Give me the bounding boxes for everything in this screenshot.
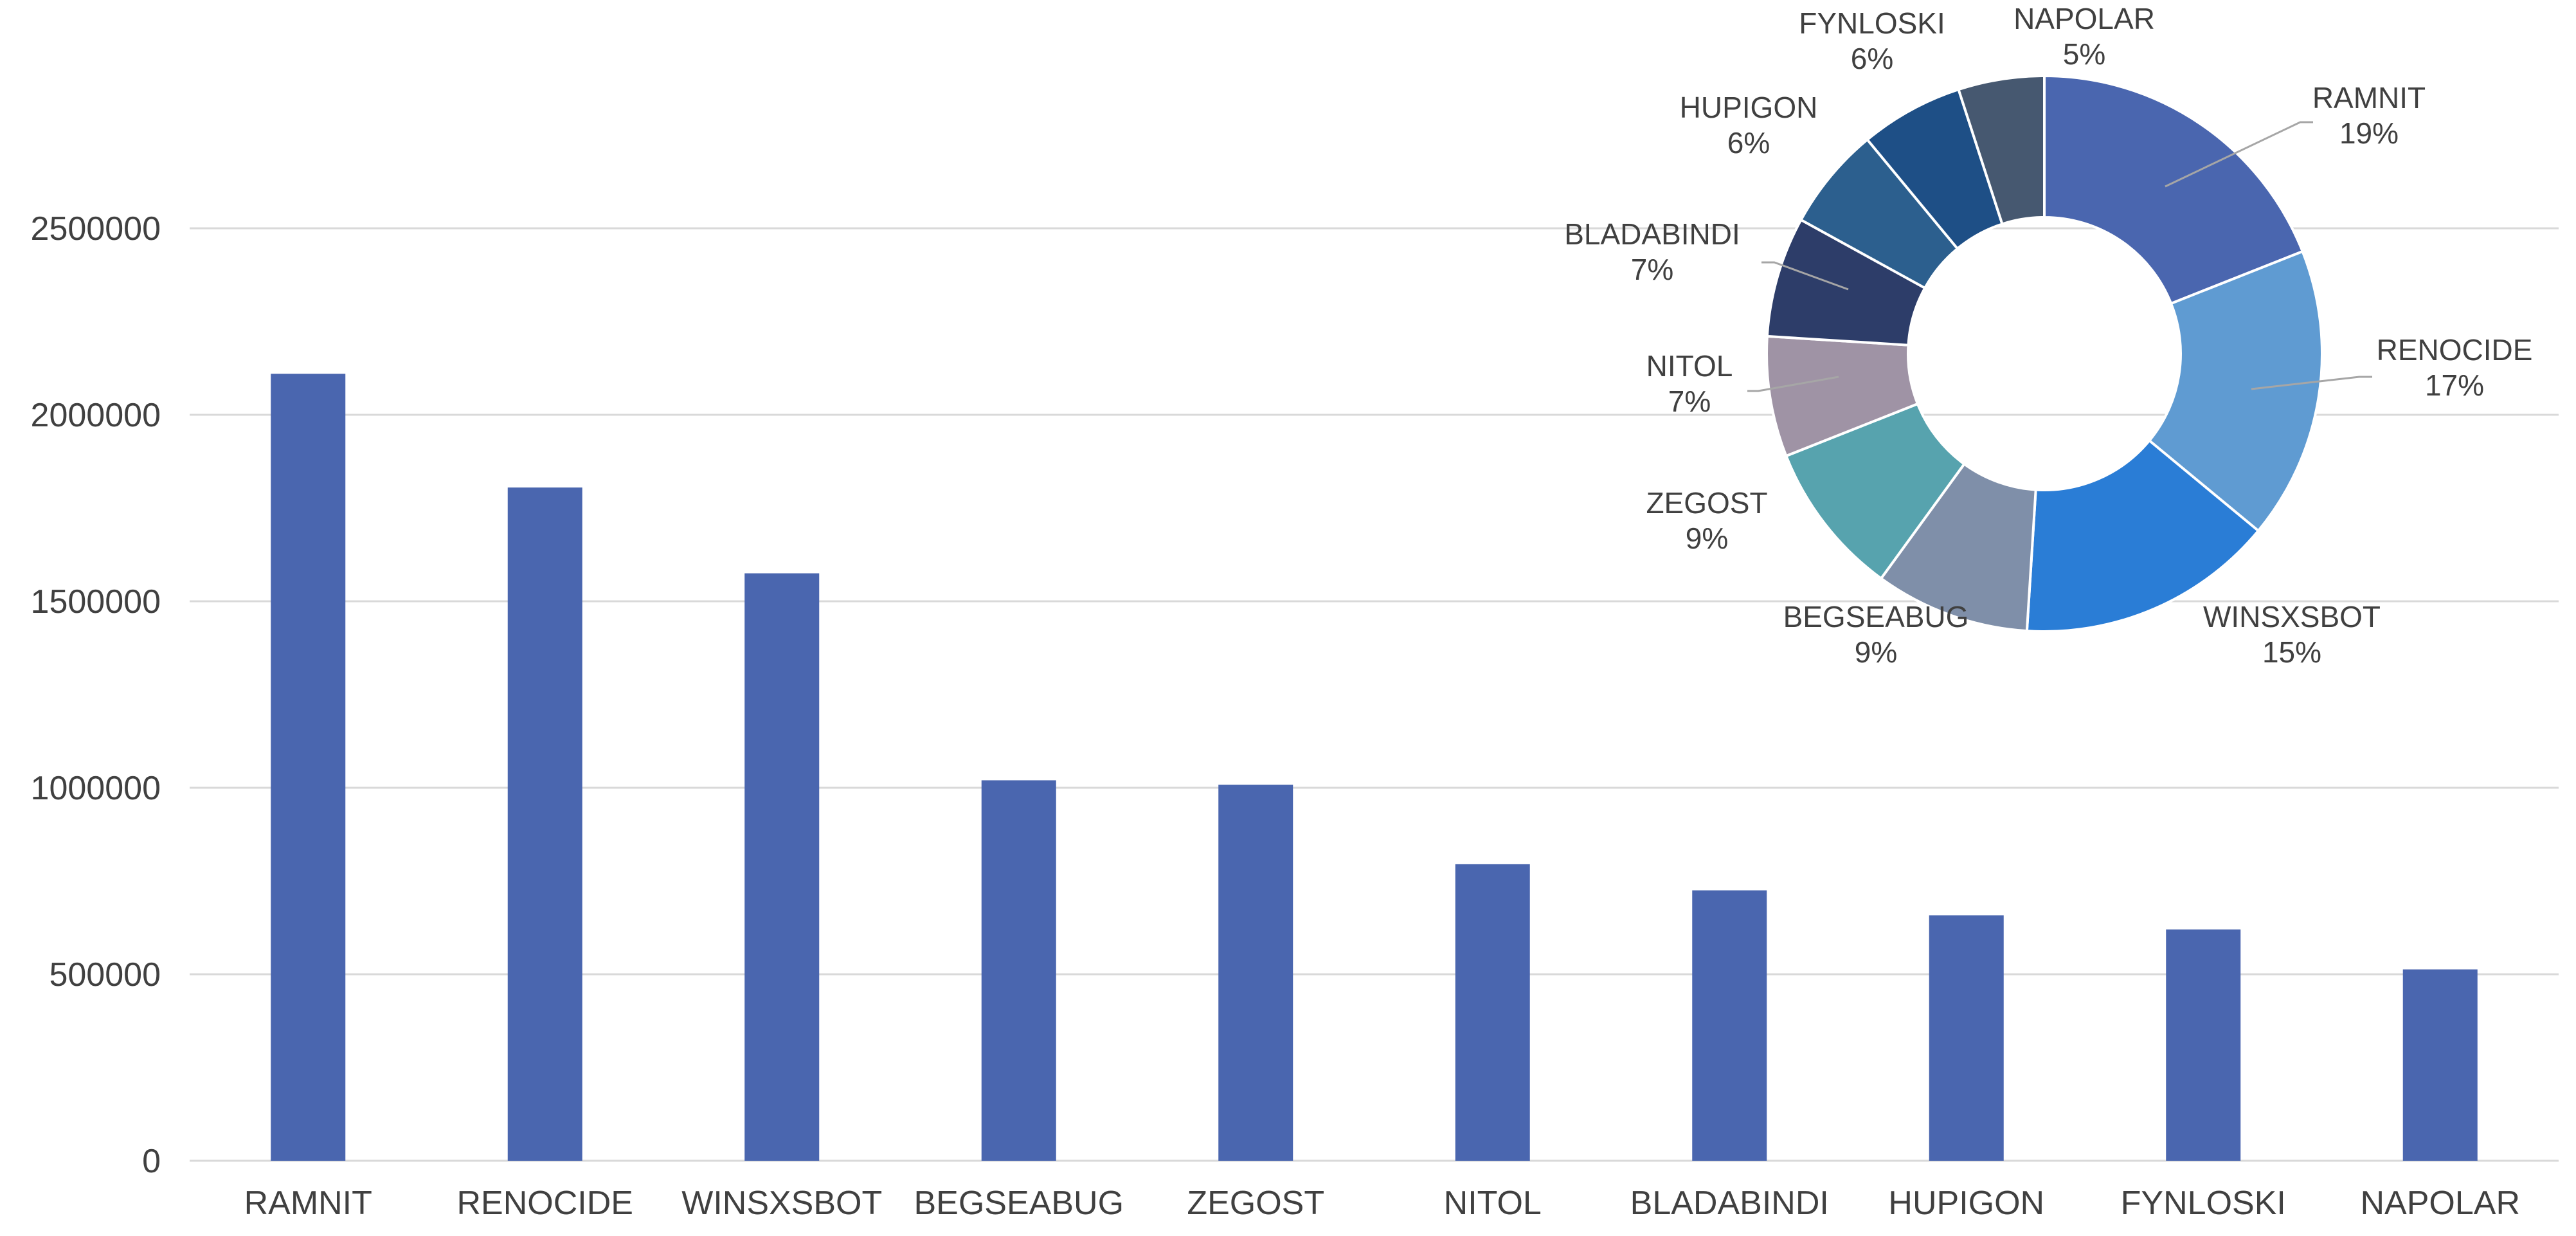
slice-begseabug	[1879, 462, 2037, 633]
slice-percent-hupigon: 6%	[1727, 126, 1770, 159]
bar-zegost	[1218, 785, 1293, 1161]
x-tick-label-napolar: NAPOLAR	[2360, 1185, 2520, 1222]
slice-label-nitol: NITOL	[1646, 349, 1733, 383]
slice-percent-winsxsbot: 15%	[2262, 635, 2321, 669]
bar-series	[271, 374, 2478, 1161]
slice-label-fynloski: FYNLOSKI	[1799, 6, 1945, 40]
slice-label-napolar: NAPOLAR	[2013, 2, 2155, 35]
x-tick-label-bladabindi: BLADABINDI	[1630, 1185, 1829, 1222]
slice-percent-napolar: 5%	[2063, 37, 2105, 71]
y-tick-label: 0	[142, 1143, 161, 1180]
slice-percent-begseabug: 9%	[1855, 635, 1897, 669]
y-tick-label: 2000000	[31, 397, 161, 434]
x-tick-label-fynloski: FYNLOSKI	[2121, 1185, 2286, 1222]
leader-line-ramnit	[2165, 121, 2313, 188]
slice-label-winsxsbot: WINSXSBOT	[2203, 600, 2381, 633]
slice-label-begseabug: BEGSEABUG	[1783, 600, 1969, 633]
y-tick-label: 500000	[49, 956, 161, 994]
x-tick-label-winsxsbot: WINSXSBOT	[681, 1185, 882, 1222]
slice-napolar	[1956, 74, 2046, 226]
x-tick-label-renocide: RENOCIDE	[457, 1185, 633, 1222]
y-tick-label: 2500000	[31, 210, 161, 248]
slice-label-zegost: ZEGOST	[1646, 486, 1767, 520]
x-tick-label-hupigon: HUPIGON	[1888, 1185, 2044, 1222]
slice-percent-zegost: 9%	[1686, 522, 1728, 555]
bar-napolar	[2402, 969, 2478, 1161]
slice-label-ramnit: RAMNIT	[2312, 81, 2426, 114]
x-tick-label-begseabug: BEGSEABUG	[914, 1185, 1124, 1222]
bar-fynloski	[2166, 929, 2241, 1161]
bar-gridlines	[190, 227, 2559, 1162]
y-tick-label: 1000000	[31, 770, 161, 807]
y-tick-label: 1500000	[31, 583, 161, 621]
slice-label-renocide: RENOCIDE	[2377, 333, 2533, 367]
x-tick-label-zegost: ZEGOST	[1187, 1185, 1324, 1222]
bar-chart: 0 500000 1000000 1500000 2000000 2500000 RAMN…	[31, 210, 2559, 1222]
bar-bladabindi	[1692, 890, 1767, 1161]
slice-percent-bladabindi: 7%	[1631, 253, 1673, 286]
slice-ramnit	[2043, 74, 2305, 305]
bar-winsxsbot	[744, 573, 820, 1161]
bar-nitol	[1455, 864, 1530, 1161]
bar-y-tick-labels: 0 500000 1000000 1500000 2000000 2500000	[31, 210, 161, 1180]
x-tick-label-nitol: NITOL	[1444, 1185, 1542, 1222]
slice-percent-nitol: 7%	[1668, 385, 1711, 418]
bar-ramnit	[271, 374, 346, 1161]
slice-percent-renocide: 17%	[2425, 368, 2484, 402]
donut-leader-lines	[1747, 121, 2372, 392]
bar-x-tick-labels: RAMNIT RENOCIDE WINSXSBOT BEGSEABUG ZEGOST NI…	[244, 1185, 2520, 1222]
slice-percent-fynloski: 6%	[1851, 42, 1893, 75]
slice-label-hupigon: HUPIGON	[1680, 91, 1818, 124]
x-tick-label-ramnit: RAMNIT	[244, 1185, 372, 1222]
bar-begseabug	[981, 780, 1056, 1161]
leader-line-renocide	[2251, 376, 2372, 390]
slice-renocide	[2147, 250, 2323, 533]
slice-zegost	[1784, 402, 1967, 581]
slice-winsxsbot	[2025, 439, 2260, 633]
bar-renocide	[507, 487, 582, 1161]
donut-slices	[1765, 74, 2323, 633]
leader-line-nitol	[1747, 376, 1839, 392]
bar-hupigon	[1929, 915, 2004, 1161]
leader-line-bladabindi	[1761, 261, 1849, 291]
slice-percent-ramnit: 19%	[2339, 116, 2399, 150]
slice-label-bladabindi: BLADABINDI	[1564, 217, 1740, 251]
